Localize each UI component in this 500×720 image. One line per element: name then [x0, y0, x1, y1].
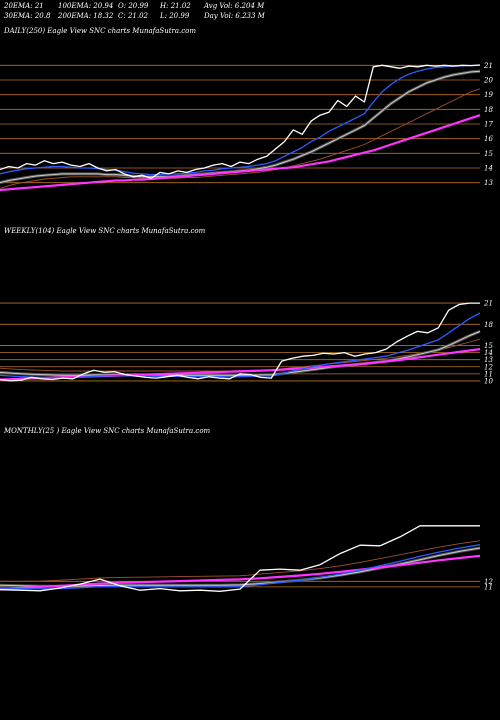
header-stats: 20EMA: 21 100EMA: 20.94 O: 20.99 H: 21.0…	[3, 2, 266, 20]
weekly-y-tick-label: 10	[484, 377, 493, 385]
monthly-price-line	[0, 525, 480, 592]
header-stat-avg-vol: Avg Vol: 6.204 M	[203, 2, 265, 10]
daily-y-tick-label: 19	[484, 91, 493, 99]
daily-y-tick-label: 17	[484, 121, 493, 129]
header-stat-100ema: 100EMA: 20.94	[58, 2, 113, 10]
header-stat-high: H: 21.02	[159, 2, 191, 10]
weekly-y-tick-label: 21	[483, 300, 493, 308]
header-stat-20ema: 20EMA: 21	[3, 2, 44, 10]
daily-y-tick-label: 13	[484, 179, 493, 187]
daily-y-tick-label: 18	[484, 106, 493, 114]
weekly-y-tick-label: 11	[484, 370, 493, 378]
weekly-ema-fast-line	[0, 312, 481, 379]
daily-chart-panel: 21 20 19 18 17 16 15 14 13	[0, 62, 493, 192]
daily-ema-slow-line	[0, 88, 481, 189]
monthly-y-tick-label: 11	[484, 583, 493, 591]
daily-y-tick-label: 16	[484, 135, 493, 143]
daily-y-tick-label: 14	[484, 165, 493, 173]
daily-y-tick-label: 15	[484, 150, 493, 158]
header-stat-30ema: 30EMA: 20.8	[4, 12, 51, 20]
header-stat-200ema: 200EMA: 18.32	[57, 12, 114, 20]
monthly-ema-fast-line	[0, 544, 481, 590]
weekly-y-tick-label: 13	[484, 356, 493, 364]
daily-y-tick-label: 21	[483, 62, 493, 70]
daily-ema-fast-line	[0, 64, 481, 176]
daily-y-tick-label: 20	[483, 77, 493, 85]
weekly-y-tick-label: 14	[484, 349, 493, 357]
weekly-y-tick-label: 18	[484, 321, 493, 329]
weekly-price-line	[0, 302, 480, 382]
daily-price-line	[0, 64, 481, 179]
weekly-y-tick-label: 15	[484, 342, 493, 350]
daily-panel-title: DAILY(250) Eagle View SNC charts MunafaS…	[3, 27, 196, 35]
header-stat-open: O: 20.99	[118, 2, 149, 10]
header-stat-low: L: 20.99	[159, 12, 190, 20]
monthly-panel-title: MONTHLY(25 ) Eagle View SNC charts Munaf…	[3, 427, 211, 435]
monthly-ema-slow-line	[0, 540, 481, 582]
weekly-panel-title: WEEKLY(104) Eagle View SNC charts Munafa…	[4, 227, 206, 235]
header-stat-close: C: 21.02	[118, 12, 149, 20]
header-stat-day-vol: Day Vol: 6.233 M	[203, 12, 266, 20]
daily-ema-long-line	[0, 114, 481, 192]
weekly-y-tick-label: 12	[484, 363, 493, 371]
monthly-y-tick-label: 12	[484, 578, 493, 586]
